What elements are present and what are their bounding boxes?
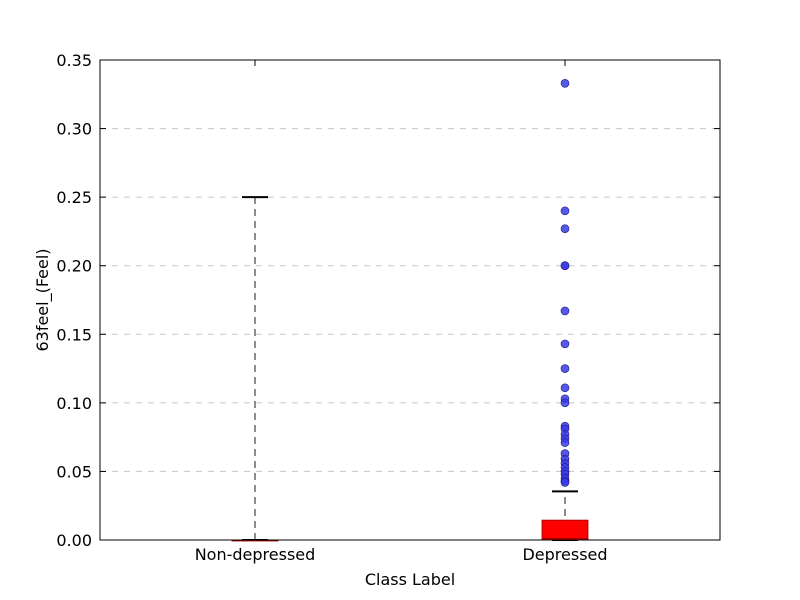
outlier-point — [560, 364, 570, 373]
y-tick-label: 0.25 — [56, 188, 92, 207]
outlier-point — [560, 339, 570, 349]
box — [541, 519, 589, 541]
plot-frame — [99, 59, 721, 541]
outlier-point — [560, 383, 570, 393]
x-tick-label: Depressed — [522, 545, 607, 564]
x-axis-ticks: Non-depressed Depressed — [195, 60, 608, 564]
y-tick-label: 0.20 — [56, 257, 92, 276]
outlier-point — [560, 224, 570, 233]
outlier-point — [560, 79, 570, 88]
y-tick-label: 0.00 — [56, 531, 92, 550]
outlier-point — [560, 261, 570, 271]
outlier-point — [560, 478, 570, 487]
y-axis-label: 63feel_(Feel) — [33, 248, 53, 351]
y-tick-label: 0.10 — [56, 394, 92, 413]
outlier-point — [560, 206, 570, 216]
plot-background — [100, 60, 720, 540]
y-tick-label: 0.35 — [56, 51, 92, 70]
outlier-point — [560, 398, 570, 408]
box-series — [231, 79, 589, 542]
y-axis-ticks: 0.00 0.05 0.10 0.15 0.20 0.25 0.30 0.35 — [56, 51, 720, 550]
grid-lines — [100, 128, 720, 472]
y-tick-label: 0.05 — [56, 462, 92, 481]
x-axis-label: Class Label — [365, 570, 455, 589]
y-tick-label: 0.15 — [56, 325, 92, 344]
box-group-depressed — [541, 79, 589, 541]
y-tick-label: 0.30 — [56, 120, 92, 139]
outlier-point — [560, 438, 570, 447]
x-tick-label: Non-depressed — [195, 545, 316, 564]
outlier-point — [560, 306, 570, 316]
